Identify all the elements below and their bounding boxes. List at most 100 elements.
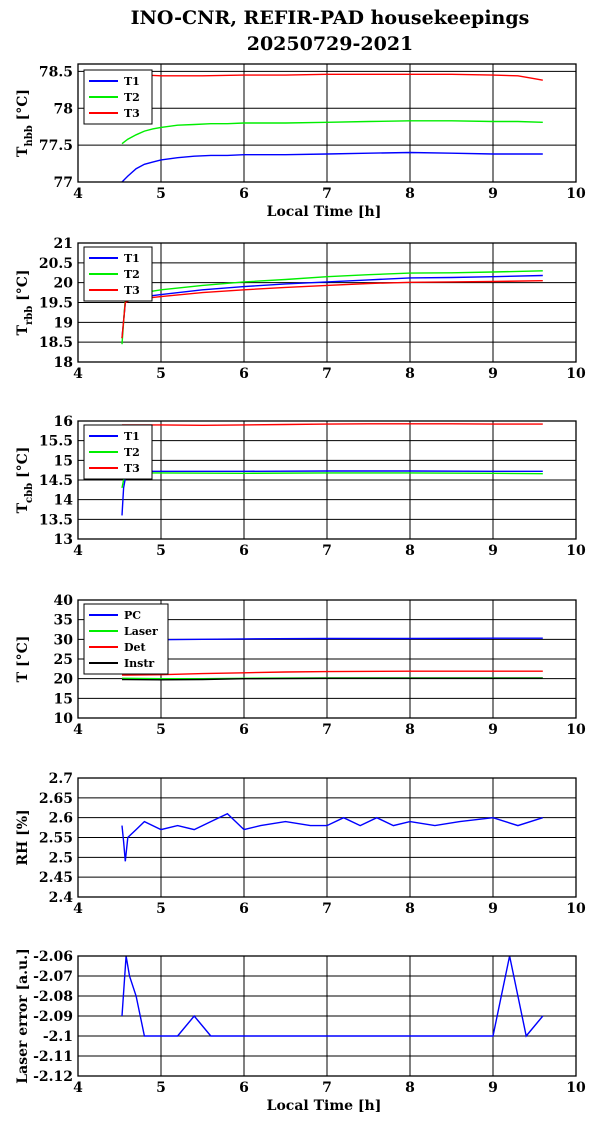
x-tick-label: 10 bbox=[566, 366, 586, 382]
x-axis-label: Local Time [h] bbox=[267, 1098, 382, 1114]
legend-label: T1 bbox=[124, 75, 140, 88]
x-tick-label: 6 bbox=[239, 901, 249, 917]
y-tick-label: 15.5 bbox=[39, 434, 73, 450]
y-axis-label: Trbb [°C] bbox=[15, 270, 35, 336]
series-line-instr bbox=[121, 677, 543, 681]
y-axis-label: Thbb [°C] bbox=[15, 89, 35, 157]
y-tick-label: 20.5 bbox=[39, 256, 73, 272]
legend-label: T3 bbox=[124, 107, 140, 120]
panel-laser: 4 5 6 7 8 9 10 -2.12 -2.11 -2.1 -2.09 -2.08 -2.07 -2.… bbox=[15, 948, 586, 1114]
x-tick-label: 9 bbox=[488, 366, 498, 382]
x-tick-label: 4 bbox=[73, 543, 83, 559]
y-tick-label: 25 bbox=[54, 652, 73, 668]
legend-label: T2 bbox=[124, 268, 140, 281]
x-tick-label: 4 bbox=[73, 722, 83, 738]
y-tick-label: 15 bbox=[54, 691, 73, 707]
y-tick-label: 2.5 bbox=[49, 850, 73, 866]
y-tick-label: 16 bbox=[54, 414, 73, 430]
x-tick-label: 5 bbox=[156, 901, 166, 917]
y-axis-label: Tcbb [°C] bbox=[15, 447, 35, 514]
legend-label: T1 bbox=[124, 252, 140, 265]
y-tick-label: 19 bbox=[54, 315, 73, 331]
x-tick-label: 4 bbox=[73, 366, 83, 382]
x-tick-label: 4 bbox=[73, 1080, 83, 1096]
series-line-det bbox=[121, 670, 543, 676]
x-tick-label: 10 bbox=[566, 186, 586, 202]
legend: PC Laser Det Instr bbox=[83, 603, 169, 675]
y-tick-label: -2.09 bbox=[33, 1009, 73, 1025]
x-tick-label: 10 bbox=[566, 901, 586, 917]
y-tick-label: 19.5 bbox=[39, 296, 73, 312]
y-axis-label: RH [%] bbox=[15, 809, 31, 865]
plot-frame bbox=[77, 242, 577, 363]
x-tick-label: 9 bbox=[488, 901, 498, 917]
y-axis-label: Laser error [a.u.] bbox=[15, 948, 31, 1083]
y-tick-label: -2.1 bbox=[43, 1029, 73, 1045]
x-tick-label: 6 bbox=[239, 722, 249, 738]
y-tick-label: 77 bbox=[54, 175, 73, 191]
x-tick-label: 9 bbox=[488, 722, 498, 738]
y-tick-label: 30 bbox=[54, 632, 74, 648]
y-tick-label: 35 bbox=[54, 613, 73, 629]
y-tick-label: 21 bbox=[54, 236, 73, 252]
legend-label: T3 bbox=[124, 284, 140, 297]
x-tick-label: 7 bbox=[322, 1080, 332, 1096]
y-tick-label: 13 bbox=[54, 532, 73, 548]
legend-label: Det bbox=[124, 641, 147, 654]
series-line-t2 bbox=[121, 120, 543, 145]
x-tick-label: 7 bbox=[322, 543, 332, 559]
x-tick-label: 6 bbox=[239, 1080, 249, 1096]
y-axis-label: T [°C] bbox=[15, 636, 31, 683]
x-tick-label: 6 bbox=[239, 543, 249, 559]
legend-label: T3 bbox=[124, 462, 140, 475]
panel-temps: 4 5 6 7 8 9 10 10 15 20 25 30 35 40 PC Laser Det Instr T [… bbox=[15, 593, 586, 738]
x-tick-label: 10 bbox=[566, 722, 586, 738]
y-tick-label: 78 bbox=[54, 101, 73, 117]
figure-title-line2: 20250729-2021 bbox=[247, 33, 414, 55]
x-tick-label: 8 bbox=[405, 1080, 415, 1096]
x-tick-label: 9 bbox=[488, 543, 498, 559]
y-tick-label: -2.08 bbox=[33, 989, 73, 1005]
x-tick-label: 10 bbox=[566, 1080, 586, 1096]
series-line-main bbox=[121, 812, 544, 862]
series-line-t1 bbox=[121, 151, 543, 182]
legend-label: PC bbox=[124, 609, 141, 622]
y-tick-label: -2.12 bbox=[33, 1069, 73, 1085]
x-tick-label: 4 bbox=[73, 901, 83, 917]
x-tick-label: 9 bbox=[488, 1080, 498, 1096]
y-tick-label: -2.06 bbox=[33, 949, 73, 965]
y-tick-label: 13.5 bbox=[39, 512, 73, 528]
series-line-t3 bbox=[122, 423, 543, 427]
y-tick-label: 14.5 bbox=[39, 473, 73, 489]
y-tick-label: 18 bbox=[54, 355, 73, 371]
x-tick-label: 5 bbox=[156, 543, 166, 559]
legend-label: T1 bbox=[124, 430, 140, 443]
x-tick-label: 5 bbox=[156, 366, 166, 382]
legend-label: T2 bbox=[124, 446, 140, 459]
y-tick-label: 20 bbox=[54, 276, 74, 292]
y-tick-label: 18.5 bbox=[39, 335, 73, 351]
x-tick-label: 8 bbox=[405, 543, 415, 559]
y-tick-label: 14 bbox=[54, 493, 74, 509]
y-tick-label: -2.07 bbox=[33, 969, 73, 985]
figure-title-line1: INO-CNR, REFIR-PAD housekeepings bbox=[131, 7, 530, 29]
legend: T1 T2 T3 bbox=[83, 246, 153, 302]
y-tick-label: 77.5 bbox=[39, 138, 73, 154]
y-tick-label: 15 bbox=[54, 453, 73, 469]
plot-frame bbox=[77, 420, 577, 540]
x-tick-label: 9 bbox=[488, 186, 498, 202]
x-tick-label: 5 bbox=[156, 1080, 166, 1096]
x-tick-label: 10 bbox=[566, 543, 586, 559]
plot-frame bbox=[77, 955, 577, 1077]
x-tick-label: 7 bbox=[322, 366, 332, 382]
plot-frame bbox=[77, 777, 577, 898]
x-tick-label: 5 bbox=[156, 722, 166, 738]
y-tick-label: 2.55 bbox=[39, 831, 73, 847]
panel-cbb: 4 5 6 7 8 9 10 13 13.5 14 14.5 15 15.5 16 T1 T2 T3 Tcbb [… bbox=[15, 414, 586, 559]
panel-rh: 4 5 6 7 8 9 10 2.4 2.45 2.5 2.55 2.6 2.65 2.7 RH [%] bbox=[15, 771, 586, 917]
y-tick-label: 78.5 bbox=[39, 64, 73, 80]
legend: T1 T2 T3 bbox=[83, 424, 153, 480]
y-tick-label: 40 bbox=[54, 593, 74, 609]
